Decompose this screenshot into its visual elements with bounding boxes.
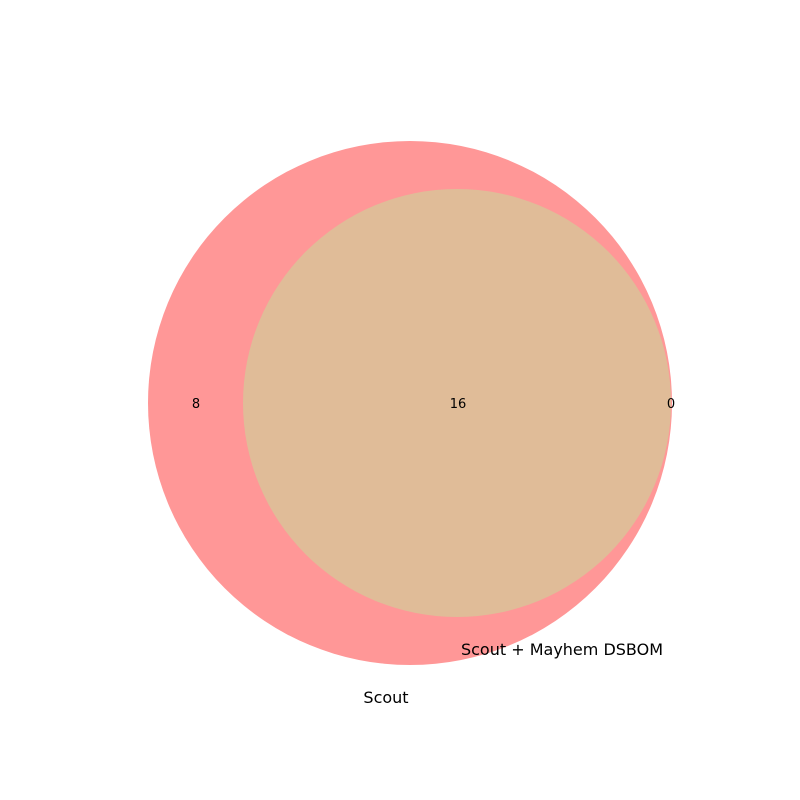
set-label-scout-mayhem: Scout + Mayhem DSBOM xyxy=(461,640,663,659)
region-count-scout-mayhem-only: 0 xyxy=(667,397,675,412)
region-count-both: 16 xyxy=(450,397,467,412)
set-label-scout: Scout xyxy=(363,688,408,707)
intersection-circle xyxy=(243,189,671,617)
region-count-scout-only: 8 xyxy=(192,397,200,412)
